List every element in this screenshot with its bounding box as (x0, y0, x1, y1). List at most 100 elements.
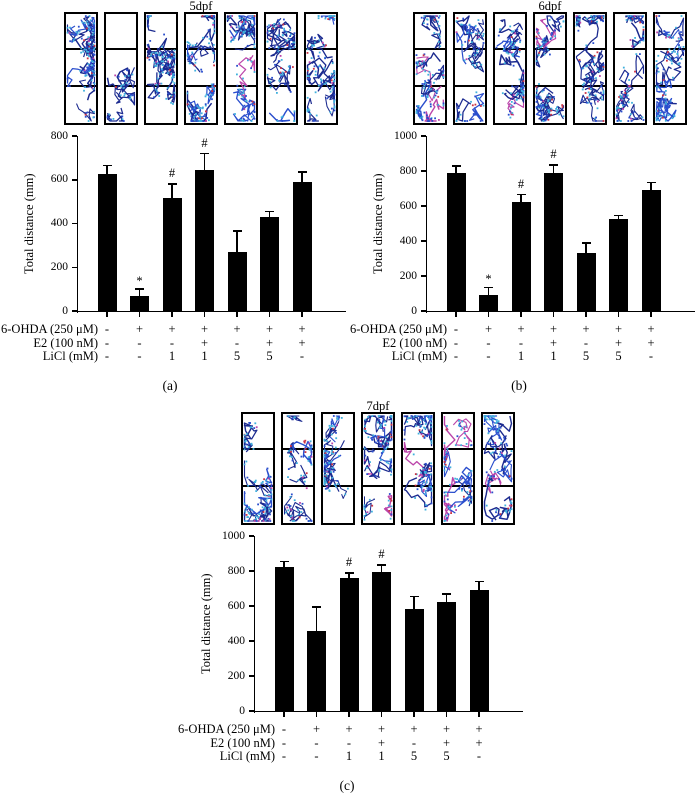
x-tick (171, 312, 173, 317)
track-thumbnail (304, 12, 338, 125)
panel-title: 7dpf (366, 399, 390, 413)
treatment-cell: 5 (233, 349, 241, 363)
error-bar-cap (451, 165, 461, 167)
bar (372, 571, 391, 711)
error-bar-line (301, 172, 303, 182)
treatment-cell: - (583, 335, 589, 350)
y-tick-label: 800 (227, 564, 245, 577)
treatment-cell: + (298, 335, 306, 350)
treatment-cell: + (200, 322, 209, 336)
x-tick (455, 312, 457, 317)
bar-chart: 0 200 400 600 800 * # # (0, 0, 350, 401)
significance-label: * (485, 272, 492, 287)
y-axis-line (76, 136, 79, 313)
treatment-cell: + (549, 322, 558, 336)
treatment-cell: - (104, 335, 110, 350)
y-tick (248, 570, 254, 572)
x-axis-line (425, 310, 695, 313)
y-tick (420, 310, 426, 312)
bar (97, 174, 117, 311)
y-tick-label: 1000 (222, 529, 245, 542)
track-cell-divider (615, 48, 645, 50)
track-cell-divider (535, 85, 565, 87)
track-cell-divider (415, 48, 445, 50)
y-tick (71, 310, 77, 312)
x-tick (585, 312, 587, 317)
x-tick (552, 312, 555, 317)
error-bar-cap (102, 164, 112, 167)
bar (609, 219, 628, 311)
y-tick-label: 200 (50, 260, 68, 273)
y-tick-label: 400 (227, 634, 245, 647)
treatment-cell: + (614, 335, 623, 350)
swim-track-svg (306, 15, 336, 122)
track-cell-divider (455, 85, 485, 87)
significance-label: # (517, 176, 525, 191)
bar (195, 169, 214, 311)
panel-a: 5dpf Total distance (mm) 0 200 400 600 800 * #… (0, 0, 350, 401)
swim-track-svg (615, 15, 645, 122)
panel-letter: (b) (511, 378, 527, 393)
track-thumbnail (361, 412, 395, 525)
treatment-cell: - (486, 349, 491, 363)
track-thumbnail (321, 412, 355, 525)
x-tick (413, 712, 415, 717)
error-bar-line (315, 606, 318, 631)
treatment-cell: - (137, 349, 142, 363)
treatment-cell: - (453, 335, 459, 350)
x-tick (520, 312, 522, 317)
track-thumbnail (533, 12, 567, 125)
treatment-cell: - (314, 735, 319, 750)
swim-track-svg (363, 415, 393, 521)
x-tick (617, 312, 620, 317)
x-tick (301, 312, 303, 317)
treatment-cell: + (475, 735, 483, 750)
error-bar-cap (167, 183, 177, 185)
treatment-table: 6-OHDA (250 μM) - + + + + + + E2 (100 nM) - - - + - + +… (177, 400, 527, 801)
swim-track-svg (283, 415, 313, 522)
treatment-cell: + (135, 322, 144, 336)
bar (544, 172, 563, 311)
track-cell-divider (655, 85, 685, 87)
treatment-cell: 5 (615, 349, 622, 363)
x-tick (236, 312, 238, 317)
y-axis-line (253, 536, 256, 713)
swim-track-svg (226, 15, 256, 122)
bar (437, 601, 456, 711)
treatment-cell: + (647, 322, 655, 336)
swim-track-svg (575, 15, 605, 122)
y-tick-label: 600 (399, 199, 417, 212)
treatment-cell: + (377, 722, 386, 736)
swim-track-svg (483, 415, 513, 522)
y-tick-label: 600 (50, 173, 68, 186)
track-cell-divider (186, 48, 216, 50)
y-tick-label: 800 (399, 164, 417, 177)
treatment-cell: + (410, 722, 418, 736)
error-bar-cap (442, 593, 451, 595)
bar (292, 181, 312, 311)
track-cell-divider (226, 48, 256, 50)
error-bar-line (268, 211, 271, 217)
x-tick (315, 712, 318, 717)
bar (162, 198, 182, 311)
treatment-cell: - (453, 349, 459, 363)
swim-track-svg (403, 415, 433, 511)
treatment-cell: + (442, 722, 451, 736)
error-bar-cap (279, 560, 289, 563)
treatment-cell: + (265, 335, 274, 350)
y-tick-label: 1000 (394, 129, 417, 142)
x-tick (445, 712, 448, 717)
track-cell-divider (363, 448, 393, 450)
treatment-cell: - (299, 349, 305, 363)
track-image-row (241, 412, 515, 525)
treatment-cell: - (453, 322, 459, 336)
treatment-cell: - (486, 335, 491, 350)
treatment-table: 6-OHDA (250 μM) - + + + + + + E2 (100 nM) - - - + - + +… (0, 0, 350, 401)
bar (479, 295, 498, 311)
treatment-cell: + (484, 322, 493, 336)
significance-label: # (345, 554, 353, 569)
x-tick (650, 312, 652, 317)
treatment-cell: + (517, 322, 525, 336)
track-image-row (64, 12, 338, 125)
